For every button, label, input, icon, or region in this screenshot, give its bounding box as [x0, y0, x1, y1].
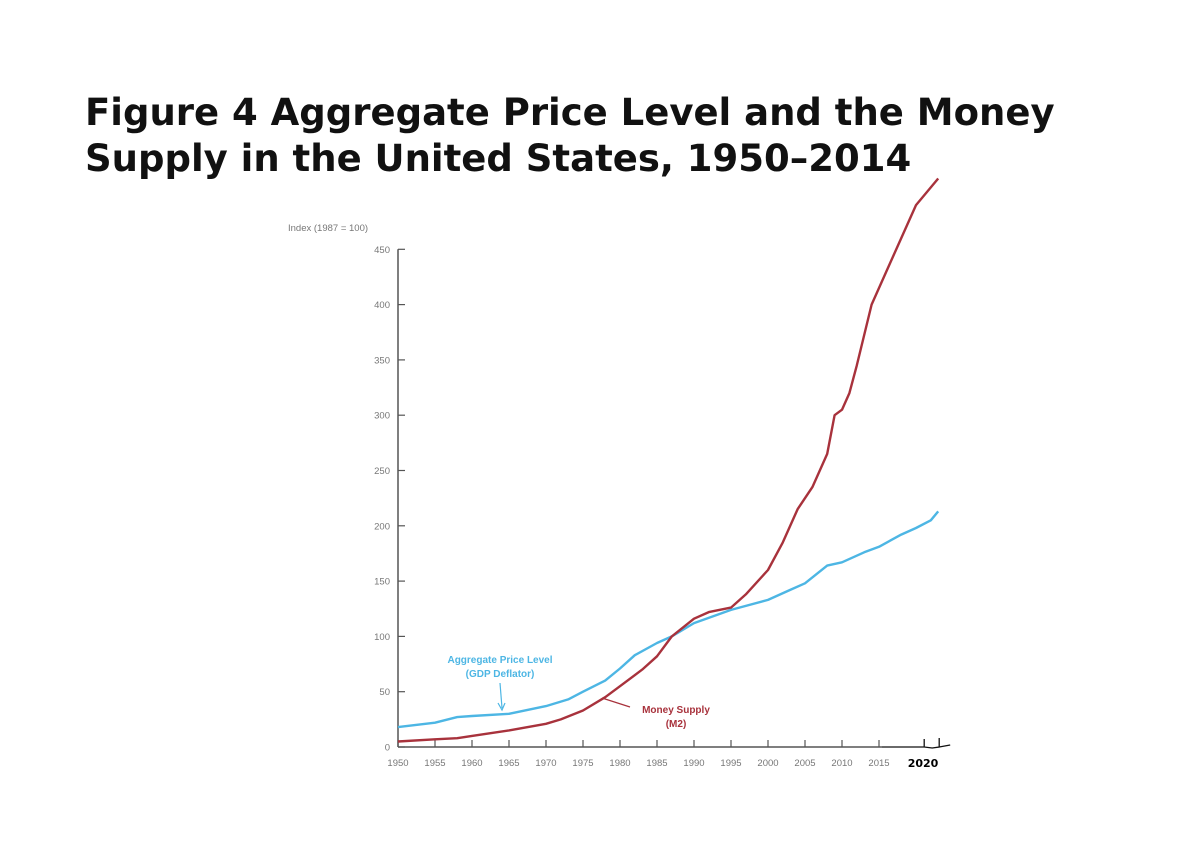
money-supply-arrow: [601, 697, 631, 708]
x-tick-label: 2000: [757, 758, 778, 769]
y-tick-label: 150: [374, 577, 390, 588]
x-tick-label: 1995: [720, 758, 741, 769]
price-level-annotation-line1: Aggregate Price Level: [447, 655, 552, 666]
x-tick-label: 2015: [868, 758, 889, 769]
money-supply-annotation-line2: (M2): [666, 719, 687, 730]
x-tick-label: 2010: [831, 758, 852, 769]
chart-title-line1: Figure 4 Aggregate Price Level and the M…: [85, 91, 1055, 134]
x-tick-label: 1970: [535, 758, 556, 769]
x-tick-label: 1960: [461, 758, 482, 769]
x-tick-label: 1950: [387, 758, 408, 769]
x-axis-extension: [882, 738, 951, 749]
y-tick-label: 350: [374, 355, 390, 366]
y-tick-label: 0: [385, 743, 390, 754]
y-tick-label: 50: [379, 687, 390, 698]
y-tick-label: 250: [374, 466, 390, 477]
x-tick-label: 1990: [683, 758, 704, 769]
y-tick-label: 100: [374, 632, 390, 643]
price-level-line: [397, 510, 940, 729]
chart-title: Figure 4 Aggregate Price Level and the M…: [85, 90, 1055, 182]
price-level-arrow: [499, 682, 503, 709]
money-supply-line: [397, 177, 940, 743]
x-tick-label: 1965: [498, 758, 519, 769]
price-level-arrowhead: [497, 702, 506, 712]
x-tick-label: 1985: [646, 758, 667, 769]
y-tick-label: 400: [374, 300, 390, 311]
x-tick-label-2020: 2020: [908, 757, 939, 770]
y-tick-label: 200: [374, 521, 390, 532]
money-supply-annotation-line1: Money Supply: [642, 705, 710, 716]
chart-title-line2: Supply in the United States, 1950–2014: [85, 137, 912, 180]
x-tick-label: 2005: [794, 758, 815, 769]
x-tick-label: 1980: [609, 758, 630, 769]
x-tick-label: 1955: [424, 758, 445, 769]
price-level-annotation-line2: (GDP Deflator): [466, 669, 535, 680]
y-tick-label: 450: [374, 245, 390, 256]
y-axis-label: Index (1987 = 100): [288, 223, 368, 234]
y-tick-label: 300: [374, 411, 390, 422]
x-tick-label: 1975: [572, 758, 593, 769]
